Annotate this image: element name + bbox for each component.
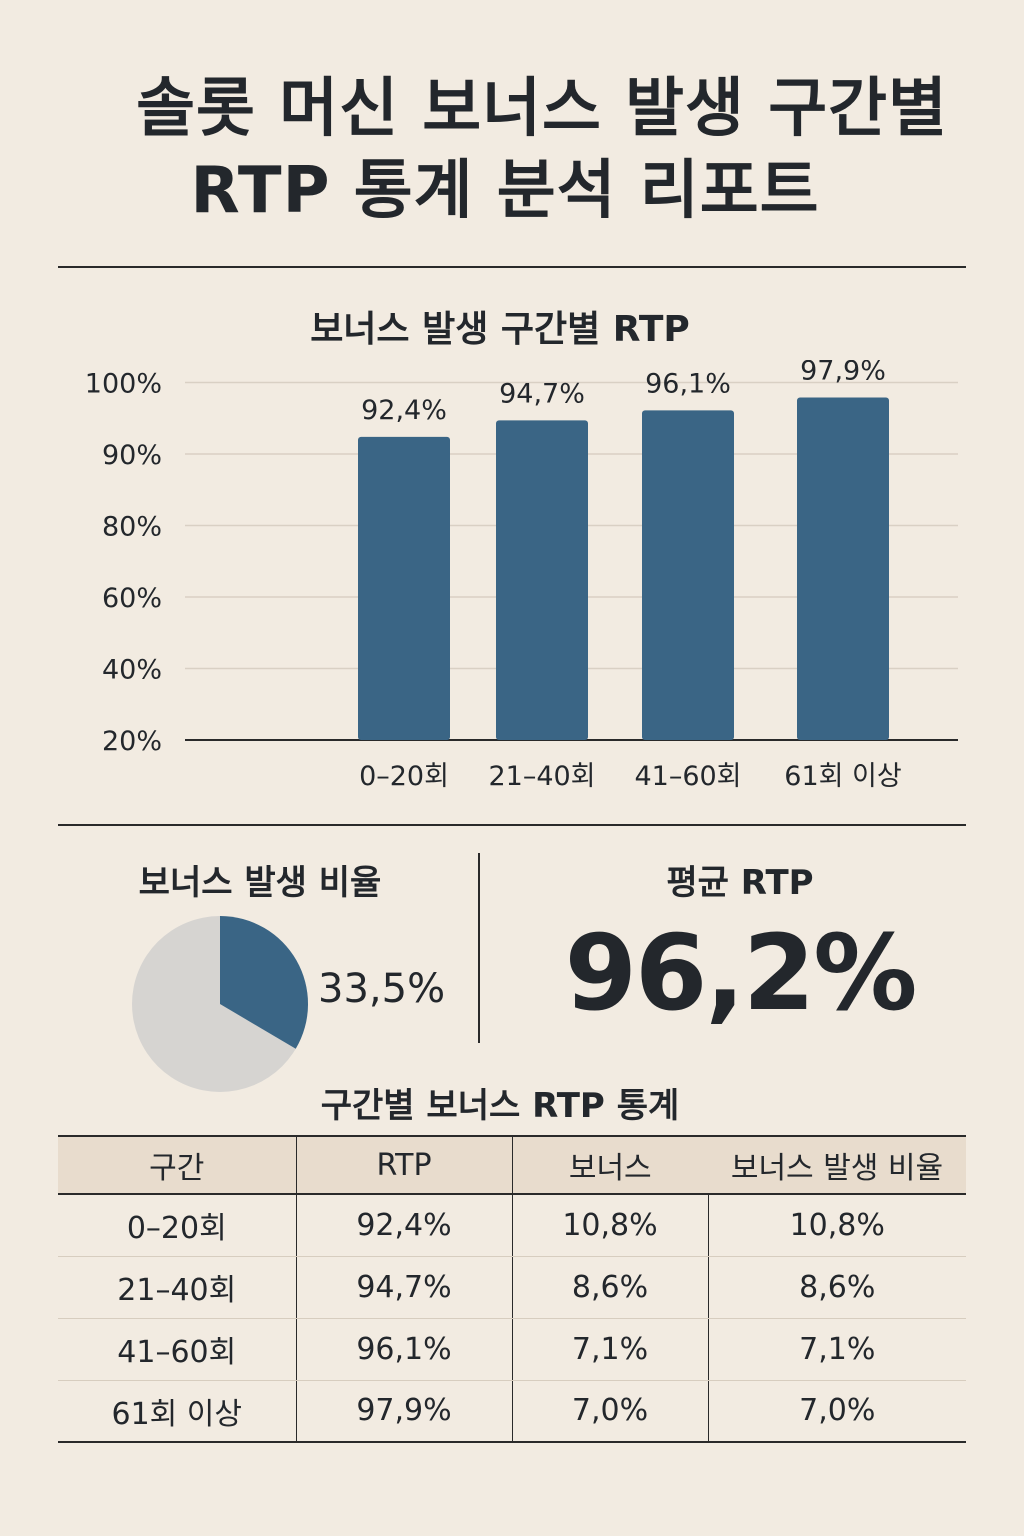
table-title: 구간별 보너스 RTP 통계 — [320, 1086, 680, 1126]
table-row: 61회 이상 97,9% 7,0% 7,0% — [58, 1380, 966, 1443]
header-bonus: 보너스 — [511, 1135, 708, 1195]
cell-bonus: 10,8% — [511, 1194, 708, 1257]
y-tick-label: 40% — [102, 655, 162, 686]
bar — [642, 410, 734, 740]
report-title: 솔롯 머신 보너스 발생 구간별 RTP 통계 분석 리포트 — [0, 68, 1024, 232]
report-title-line2: RTP 통계 분석 리포트 — [190, 154, 820, 228]
header-range: 구간 — [58, 1135, 296, 1195]
bar — [358, 436, 450, 740]
pie-percent-label: 33,5% — [318, 966, 446, 1012]
cell-range: 0–20회 — [58, 1194, 296, 1257]
cell-range: 61회 이상 — [58, 1380, 296, 1443]
cell-rtp: 96,1% — [295, 1318, 512, 1381]
cell-bonus: 7,1% — [511, 1318, 708, 1381]
x-tick-label: 41–60회 — [634, 761, 741, 792]
bar-chart: 20% 40% 60% 80% 90% 100% 92,4% 0–20회 94,7% 21–40회… — [85, 360, 958, 792]
cell-bonus-rate: 7,1% — [707, 1318, 966, 1381]
cell-bonus-rate: 8,6% — [707, 1256, 966, 1319]
top-divider — [58, 266, 966, 268]
table-row: 0–20회 92,4% 10,8% 10,8% — [58, 1194, 966, 1257]
pie-slice-bonus — [220, 916, 308, 1049]
x-tick-label: 21–40회 — [488, 761, 595, 792]
middle-divider — [58, 824, 966, 826]
y-tick-label: 80% — [102, 512, 162, 543]
cell-bonus-rate: 7,0% — [707, 1380, 966, 1443]
bar-data-label: 92,4% — [361, 395, 447, 426]
y-tick-label: 90% — [102, 440, 162, 471]
stats-table: 구간 RTP 보너스 보너스 발생 비율 0–20회 92,4% 10,8% 1… — [58, 1135, 966, 1443]
average-rtp-value: 96,2% — [564, 912, 918, 1034]
vertical-divider — [478, 853, 480, 1043]
cell-rtp: 94,7% — [295, 1256, 512, 1319]
cell-rtp: 97,9% — [295, 1380, 512, 1443]
y-tick-label: 100% — [85, 369, 162, 400]
table-row: 21–40회 94,7% 8,6% 8,6% — [58, 1256, 966, 1319]
header-bonus-rate: 보너스 발생 비율 — [708, 1135, 966, 1195]
cell-range: 41–60회 — [58, 1318, 296, 1381]
bar-data-label: 94,7% — [499, 378, 585, 409]
header-rtp: RTP — [295, 1135, 512, 1195]
average-rtp-label: 평균 RTP — [666, 863, 814, 903]
y-tick-label: 20% — [102, 726, 162, 757]
bar-data-label: 97,9% — [800, 360, 886, 387]
cell-rtp: 92,4% — [295, 1194, 512, 1257]
table-header-row: 구간 RTP 보너스 보너스 발생 비율 — [58, 1135, 966, 1195]
table-row: 41–60회 96,1% 7,1% 7,1% — [58, 1318, 966, 1381]
bar — [496, 420, 588, 740]
cell-bonus-rate: 10,8% — [707, 1194, 966, 1257]
report-title-line1: 솔롯 머신 보너스 발생 구간별 — [136, 72, 948, 146]
bar-data-label: 96,1% — [645, 368, 731, 399]
bar — [797, 397, 889, 740]
cell-range: 21–40회 — [58, 1256, 296, 1319]
cell-bonus: 8,6% — [511, 1256, 708, 1319]
x-tick-label: 0–20회 — [359, 761, 449, 792]
chart-title: 보너스 발생 구간별 RTP — [310, 309, 690, 350]
x-tick-label: 61회 이상 — [784, 761, 901, 792]
pie-title: 보너스 발생 비율 — [138, 863, 382, 903]
cell-bonus: 7,0% — [511, 1380, 708, 1443]
pie-chart — [132, 916, 308, 1092]
y-tick-label: 60% — [102, 583, 162, 614]
